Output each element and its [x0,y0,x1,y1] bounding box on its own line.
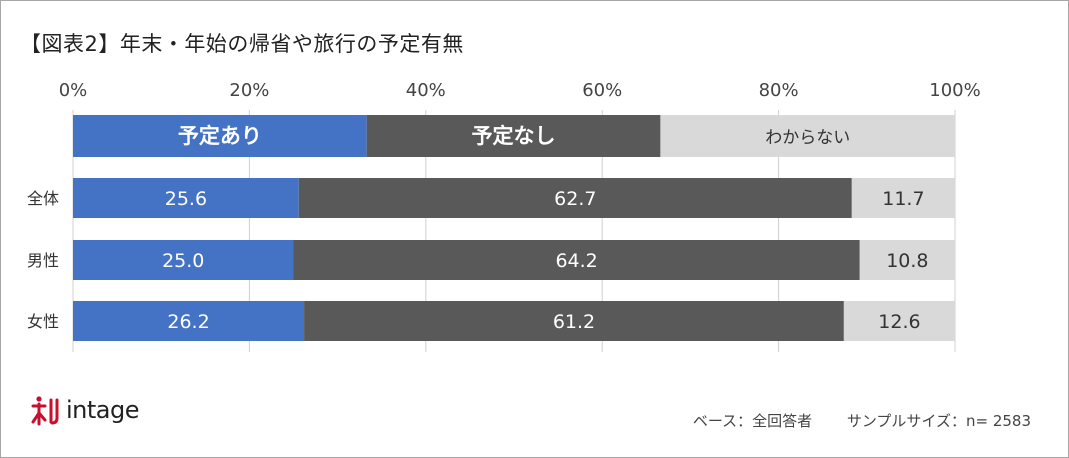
data-label: 10.8 [886,250,928,272]
x-tick-label: 100% [929,80,980,101]
intage-logo: intage [30,394,140,426]
bar-segment [73,178,299,218]
x-tick-label: 0% [59,80,88,101]
x-tick-label: 80% [759,80,799,101]
intage-mark-icon [31,396,59,426]
data-label: 64.2 [555,250,597,272]
data-label: 62.7 [554,188,596,210]
bar-segment [843,301,955,341]
legend-swatch [660,115,955,157]
bar-segment [73,301,305,341]
legend-swatch [366,115,661,157]
x-tick-label: 40% [406,80,446,101]
sample-size-label: サンプルサイズ：n= 2583 [846,412,1031,430]
legend-label: 予定あり [178,124,262,148]
data-label: 12.6 [878,311,920,333]
data-label: 61.2 [553,311,595,333]
category-label: 男性 [27,251,59,270]
data-label: 11.7 [882,188,924,210]
bar-segment [851,178,955,218]
x-tick-label: 20% [229,80,269,101]
bar-segment [73,240,294,280]
legend-label: わからない [765,128,850,148]
bar-segment [304,301,844,341]
legend-label: 予定なし [472,124,556,148]
category-label: 女性 [27,312,59,331]
base-label: ベース：全回答者 [692,412,813,430]
chart-title: 【図表2】年末・年始の帰省や旅行の予定有無 [20,32,464,56]
legend-swatch [73,115,367,157]
chart-footer: ベース：全回答者 サンプルサイズ：n= 2583 [693,410,1031,431]
x-tick-label: 60% [582,80,622,101]
data-label: 25.0 [162,250,204,272]
category-label: 全体 [27,189,59,208]
intage-wordmark: intage [66,396,140,424]
bar-segment [859,240,955,280]
bar-segment [293,240,860,280]
bar-segment [298,178,852,218]
data-label: 25.6 [165,188,207,210]
data-label: 26.2 [167,311,209,333]
